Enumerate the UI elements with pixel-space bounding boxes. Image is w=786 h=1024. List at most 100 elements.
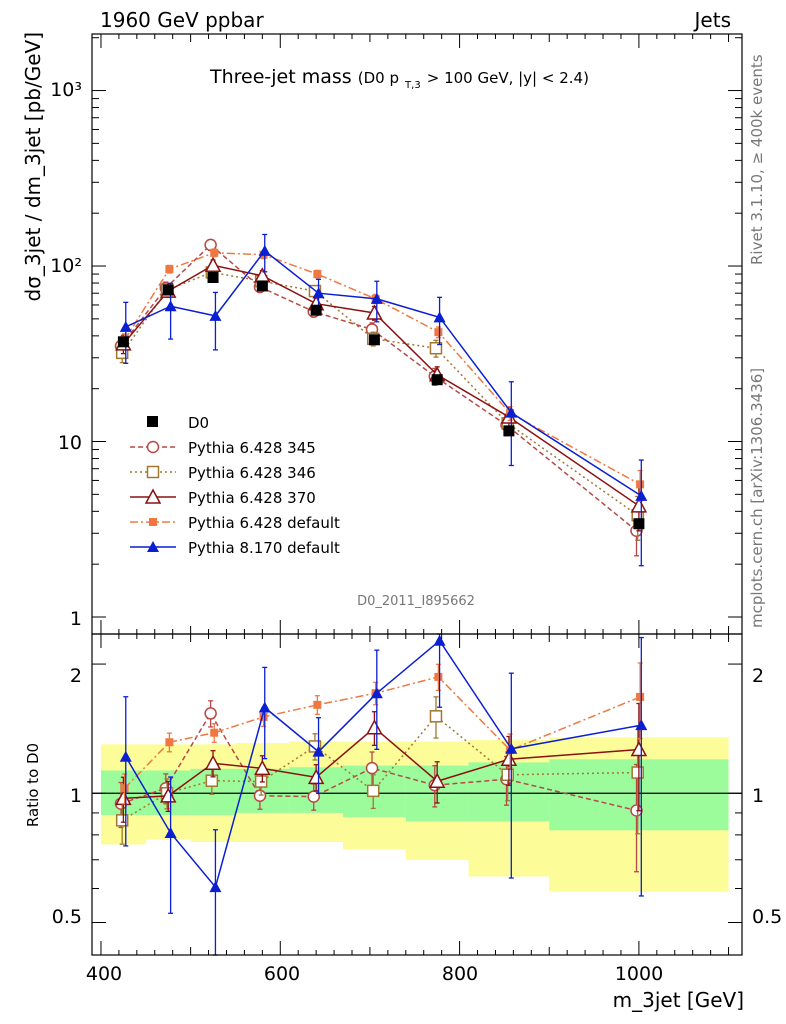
legend-marker <box>146 465 160 479</box>
d0-data-point <box>633 518 645 530</box>
ratio-tick-label-left: 2 <box>70 665 82 687</box>
ratio-point <box>210 728 219 737</box>
ratio-point <box>636 692 645 701</box>
ratio-point <box>209 881 222 893</box>
y-tick-label: 10³ <box>50 79 82 101</box>
data-point <box>312 287 325 299</box>
legend-item-series: Pythia 6.428 default <box>130 514 340 532</box>
ratio-point <box>312 745 325 757</box>
ratio-point <box>204 754 222 771</box>
ratio-point <box>258 701 271 713</box>
axis-ticks <box>92 34 742 955</box>
ratio-uncertainty-bands <box>92 737 742 892</box>
ratio-point <box>115 814 129 827</box>
ratio-point <box>313 700 322 709</box>
data-point <box>164 300 177 312</box>
chart-title-sub-suffix: > 100 GeV, |y| < 2.4) <box>427 69 589 87</box>
chart-title-sub-subscript: T,3 <box>404 80 421 91</box>
x-tick-label: 800 <box>442 963 478 985</box>
data-point <box>210 248 219 257</box>
main-series-group <box>114 233 648 567</box>
data-point <box>165 265 174 274</box>
d0-data-point <box>503 425 515 437</box>
ratio-point <box>635 719 648 731</box>
data-point <box>366 304 383 320</box>
legend-item-series: Pythia 6.428 370 <box>130 488 316 507</box>
data-point <box>258 244 271 256</box>
ratio-tick-label-left: 0.5 <box>52 906 82 928</box>
legend-label: Pythia 6.428 370 <box>188 489 316 507</box>
series-line <box>120 243 637 532</box>
ratio-point <box>631 766 644 779</box>
legend-label: Pythia 6.428 default <box>188 514 340 532</box>
d0-data-point <box>207 272 219 284</box>
data-point <box>370 292 383 304</box>
data-point <box>119 320 132 332</box>
x-axis-label: m_3jet [GeV] <box>613 988 744 1012</box>
x-tick-label: 1000 <box>615 963 663 985</box>
d0-data-point <box>117 336 129 348</box>
ratio-point <box>165 738 174 747</box>
series-line <box>123 252 641 486</box>
y-axis-label: dσ_3jet / dm_3jet [pb/GeV] <box>21 32 45 301</box>
legend-marker-data <box>147 416 158 427</box>
ratio-point <box>120 784 129 793</box>
data-point <box>429 341 443 355</box>
ratio-point <box>307 768 325 785</box>
ratio-point <box>433 634 446 646</box>
legend-label: D0 <box>188 414 209 432</box>
ratio-point <box>164 826 177 838</box>
ratio-tick-label-left: 1 <box>70 785 82 807</box>
legend-label: Pythia 6.428 346 <box>188 464 316 482</box>
ratio-point <box>434 672 443 681</box>
data-point <box>204 256 222 273</box>
legend-label: Pythia 6.428 345 <box>188 439 316 457</box>
legend-label: Pythia 8.170 default <box>188 539 340 557</box>
legend-marker <box>149 518 157 526</box>
ratio-point <box>366 719 383 735</box>
chart-title-sub-prefix: (D0 p <box>358 69 399 87</box>
data-point <box>209 309 222 321</box>
legend-marker <box>146 440 160 454</box>
ratio-point <box>308 740 322 753</box>
ratio-point <box>429 710 443 723</box>
d0-data-point <box>256 280 268 292</box>
y-tick-label: 10² <box>50 255 82 277</box>
legend-item-series: Pythia 6.428 346 <box>130 464 316 482</box>
legend-item-data: D0 <box>147 414 209 432</box>
ratio-point <box>204 707 217 720</box>
chart-title: Three-jet mass (D0 p T,3 > 100 GeV, |y| … <box>209 66 589 93</box>
legend-item-series: Pythia 6.428 345 <box>130 439 316 457</box>
d0-data-point <box>431 374 443 386</box>
ratio-point <box>370 687 383 699</box>
series-line <box>125 249 642 497</box>
ratio-point <box>254 759 271 776</box>
legend: D0 Pythia 6.428 345 Pythia 6.428 346 Pyt… <box>130 414 340 557</box>
ratio-plot-frame <box>91 633 743 956</box>
ratio-series-group <box>114 633 648 956</box>
ratio-point <box>259 712 268 721</box>
data-point <box>505 406 518 418</box>
data-point <box>434 328 443 337</box>
ratio-tick-label-right: 2 <box>752 665 764 687</box>
ratio-point <box>630 740 648 757</box>
data-point <box>630 497 648 513</box>
data-point <box>313 270 322 279</box>
header-right: Jets <box>693 8 731 32</box>
ratio-point <box>505 742 518 754</box>
ratio-point <box>366 784 380 798</box>
side-text-bottom: mcplots.cern.ch [arXiv:1306.3436] <box>748 368 766 628</box>
ratio-point <box>119 750 132 762</box>
y-tick-label: 10 <box>58 432 82 454</box>
ratio-y-axis-label: Ratio to D0 <box>24 743 42 827</box>
side-text-top: Rivet 3.1.10, ≥ 400k events <box>748 54 766 265</box>
data-point <box>433 311 446 323</box>
d0-data-point <box>310 304 322 316</box>
d0-data-point <box>162 284 174 296</box>
analysis-id: D0_2011_I895662 <box>357 594 475 609</box>
ratio-point <box>365 761 379 775</box>
ratio-tick-label-right: 1 <box>752 785 764 807</box>
d0-data-point <box>368 334 380 346</box>
data-point <box>636 480 645 489</box>
